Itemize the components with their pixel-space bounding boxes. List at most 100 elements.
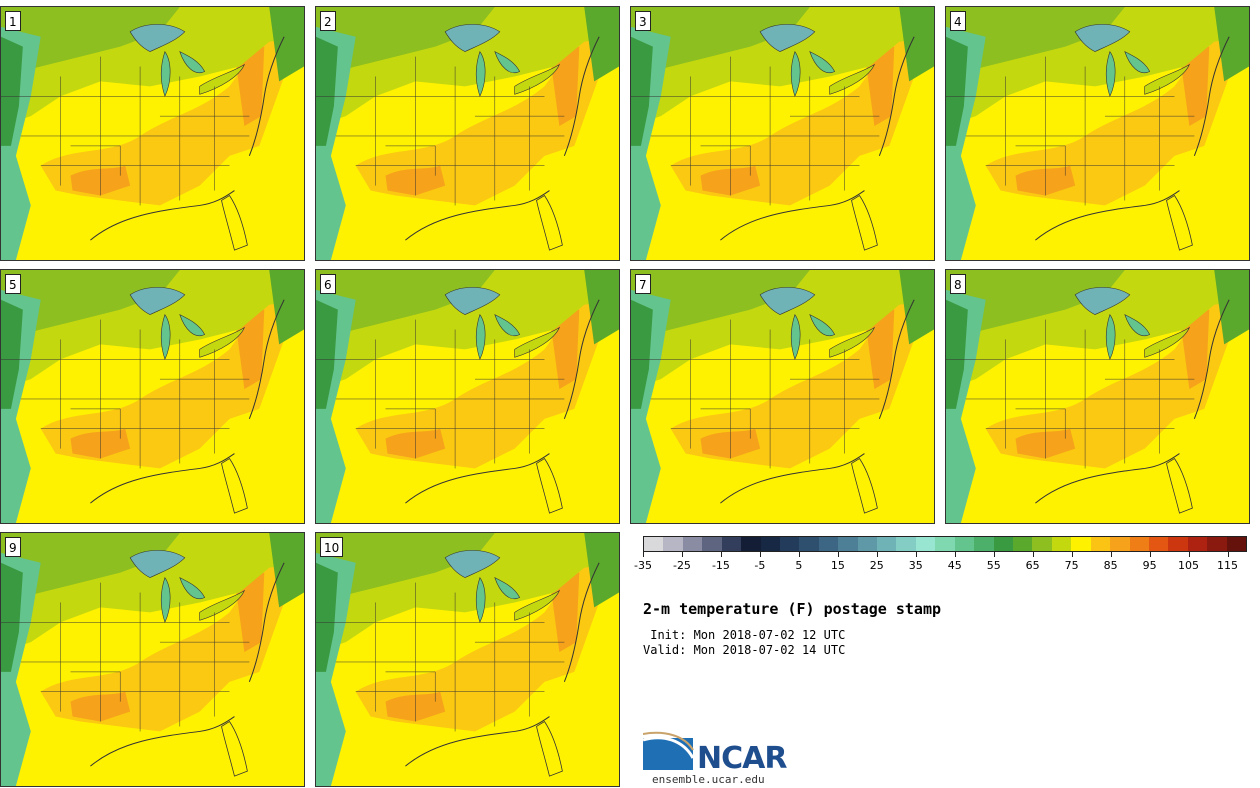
colorbar-segment [1110, 537, 1130, 551]
member-label-9: 9 [5, 537, 21, 557]
colorbar-tick [1032, 552, 1034, 557]
member-panel-4[interactable]: 4 [945, 6, 1250, 261]
colorbar-tick [1188, 552, 1190, 557]
member-panel-1[interactable]: 1 [0, 6, 305, 261]
colorbar-segment [1013, 537, 1033, 551]
colorbar-segment [663, 537, 683, 551]
colorbar-segment [838, 537, 858, 551]
colorbar-tick [643, 552, 644, 557]
colorbar-tick-label: 115 [1217, 559, 1239, 572]
colorbar-segment [779, 537, 800, 551]
colorbar-tick-label: 35 [908, 559, 923, 572]
colorbar-tick-label: 95 [1142, 559, 1157, 572]
colorbar-tick-label: 55 [986, 559, 1001, 572]
colorbar-tick [720, 552, 722, 557]
colorbar-segment [1129, 537, 1149, 551]
colorbar-segment [1051, 537, 1072, 551]
colorbar-tick [1071, 552, 1073, 557]
colorbar-segment [1207, 537, 1227, 551]
colorbar-tick-label: 5 [795, 559, 803, 572]
member-map-3 [631, 7, 934, 260]
colorbar-tick-label: 85 [1103, 559, 1118, 572]
member-label-1: 1 [5, 11, 21, 31]
colorbar-tick-label: 75 [1064, 559, 1079, 572]
colorbar-tick-label: 15 [830, 559, 845, 572]
colorbar-segment [644, 537, 664, 551]
colorbar-segment [799, 537, 819, 551]
colorbar-tick [1227, 552, 1229, 557]
colorbar-segment [1090, 537, 1111, 551]
colorbar-segment [1032, 537, 1052, 551]
colorbar-tick-label: -25 [672, 559, 691, 572]
plot-title: 2-m temperature (F) postage stamp [643, 600, 942, 618]
member-panel-6[interactable]: 6 [315, 269, 620, 524]
colorbar-segment [935, 537, 955, 551]
member-label-3: 3 [635, 11, 651, 31]
colorbar-ticks: -35 -25 -15 -5 5 15 25 35 45 55 65 75 85 95 105 115 [634, 552, 1247, 576]
member-map-5 [1, 270, 304, 523]
colorbar-segment [1226, 537, 1247, 551]
ncar-logo-icon [643, 731, 695, 770]
colorbar-segment [857, 537, 878, 551]
colorbar-tick [1149, 552, 1151, 557]
member-panel-7[interactable]: 7 [630, 269, 935, 524]
member-panel-2[interactable]: 2 [315, 6, 620, 261]
member-label-4: 4 [950, 11, 966, 31]
logo-url[interactable]: ensemble.ucar.edu [652, 773, 765, 786]
colorbar-segment [915, 537, 936, 551]
logo-name: NCAR [697, 741, 787, 776]
colorbar-segment [741, 537, 761, 551]
colorbar-segment [1168, 537, 1188, 551]
member-map-9 [1, 533, 304, 786]
colorbar-tick [681, 552, 683, 557]
colorbar-segment [702, 537, 722, 551]
member-panel-3[interactable]: 3 [630, 6, 935, 261]
colorbar-segment [721, 537, 742, 551]
colorbar-tick [837, 552, 839, 557]
colorbar-segment [877, 537, 897, 551]
colorbar-segment [682, 537, 703, 551]
colorbar-tick-label: 65 [1025, 559, 1040, 572]
colorbar-segment [974, 537, 994, 551]
member-label-10: 10 [320, 537, 344, 557]
colorbar-tick [1110, 552, 1112, 557]
colorbar-tick [915, 552, 917, 557]
colorbar-tick [954, 552, 956, 557]
member-map-1 [1, 7, 304, 260]
colorbar-segment [818, 537, 839, 551]
member-label-2: 2 [320, 11, 336, 31]
colorbar-tick-label: -5 [754, 559, 766, 572]
colorbar-tick-label: 105 [1178, 559, 1200, 572]
member-panel-9[interactable]: 9 [0, 532, 305, 787]
colorbar-segment [1148, 537, 1169, 551]
member-map-10 [316, 533, 619, 786]
colorbar [643, 536, 1247, 552]
member-panel-10[interactable]: 10 [315, 532, 620, 787]
member-label-8: 8 [950, 274, 966, 294]
colorbar-tick-label: -15 [711, 559, 730, 572]
member-map-6 [316, 270, 619, 523]
colorbar-tick [798, 552, 800, 557]
member-label-6: 6 [320, 274, 336, 294]
colorbar-segment [1071, 537, 1091, 551]
valid-time: Valid: Mon 2018-07-02 14 UTC [643, 643, 846, 657]
colorbar-tick [759, 552, 761, 557]
member-map-4 [946, 7, 1249, 260]
colorbar-tick-label: 45 [947, 559, 962, 572]
colorbar-segment [1187, 537, 1208, 551]
colorbar-segment [896, 537, 916, 551]
colorbar-tick-label: 25 [869, 559, 884, 572]
init-time: Init: Mon 2018-07-02 12 UTC [643, 628, 846, 642]
colorbar-segment [954, 537, 975, 551]
colorbar-tick [993, 552, 995, 557]
member-map-8 [946, 270, 1249, 523]
colorbar-segment [993, 537, 1014, 551]
colorbar-segment [760, 537, 780, 551]
member-panel-8[interactable]: 8 [945, 269, 1250, 524]
member-label-7: 7 [635, 274, 651, 294]
colorbar-tick [876, 552, 878, 557]
member-panel-5[interactable]: 5 [0, 269, 305, 524]
colorbar-tick-label: -35 [634, 559, 652, 572]
member-map-2 [316, 7, 619, 260]
member-map-7 [631, 270, 934, 523]
